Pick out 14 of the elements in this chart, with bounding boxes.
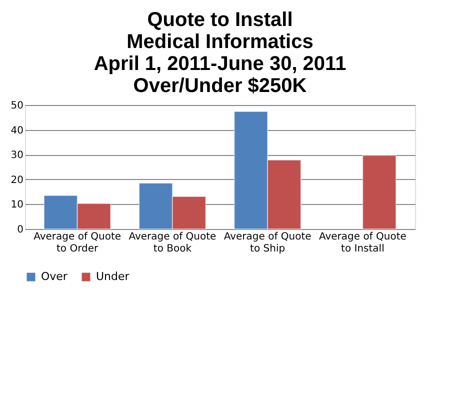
- y-tick-label: 0: [17, 224, 24, 236]
- bar: [362, 154, 396, 230]
- x-tick-label: Average of Quote to Ship: [224, 232, 312, 254]
- x-tick-label: Average of Quote to Book: [128, 232, 216, 254]
- legend-label: Under: [96, 270, 130, 283]
- legend-label: Over: [41, 270, 68, 283]
- chart-title: Quote to Install Medical Informatics April 1, 2011-June 30, 2011 Over/Under $250K: [94, 9, 346, 97]
- y-tick-label: 10: [10, 200, 24, 211]
- y-tick-label: 40: [10, 125, 24, 136]
- y-tick-label: 30: [10, 150, 24, 162]
- y-tick-label: 20: [10, 174, 24, 186]
- x-tick-label: Average of Quote to Order: [34, 232, 122, 254]
- x-tick-label: Average of Quote to Install: [318, 232, 406, 254]
- y-tick-label: 50: [10, 100, 24, 112]
